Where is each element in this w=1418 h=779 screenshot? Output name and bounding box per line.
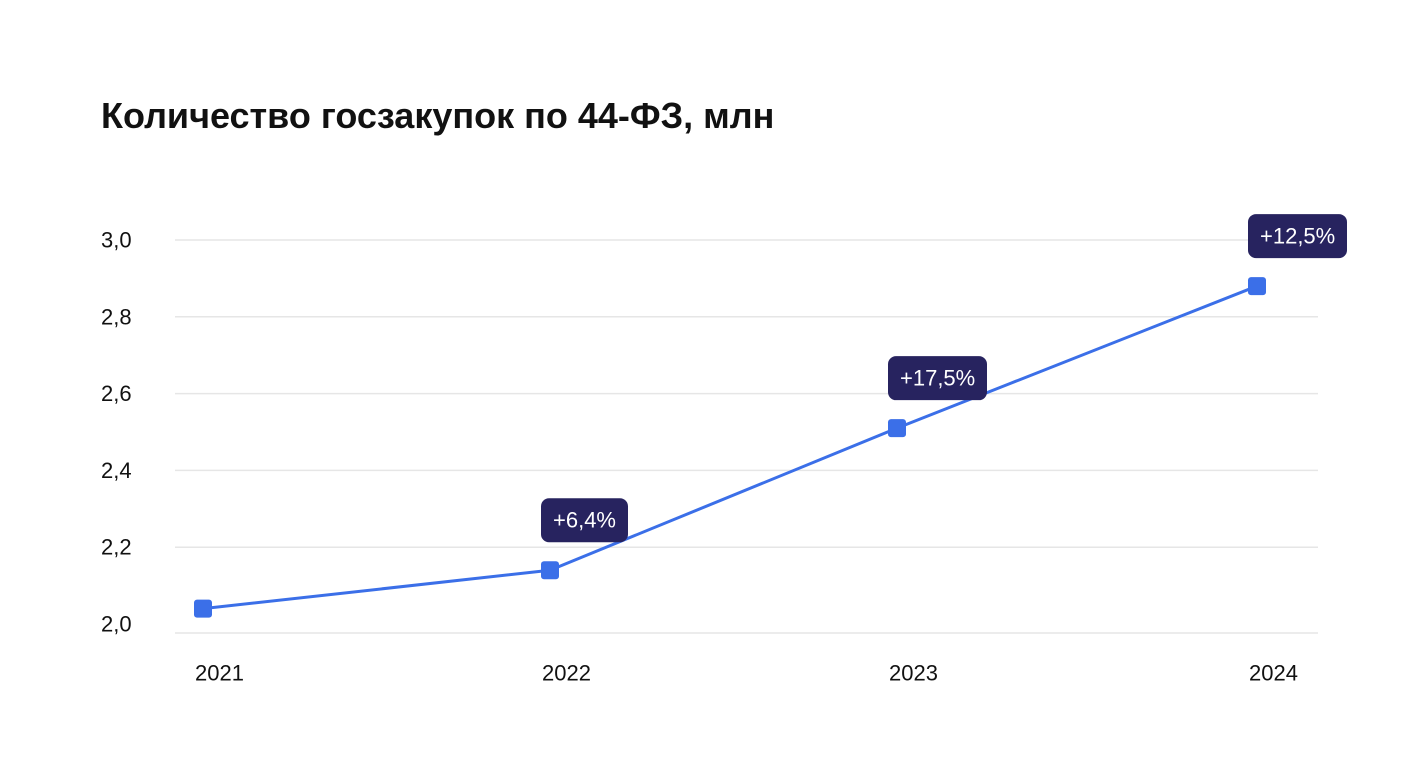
- annotation-label: +12,5%: [1260, 224, 1335, 249]
- data-point-2024: [1248, 277, 1266, 296]
- annotation-label: +17,5%: [900, 366, 975, 391]
- y-tick-label: 2,2: [101, 535, 132, 560]
- x-axis: 2021 2022 2023 2024: [195, 661, 1298, 686]
- annotation-badge: [1248, 214, 1347, 259]
- gridlines: [175, 239, 1318, 634]
- growth-annotations: +6,4% +17,5% +12,5%: [541, 214, 1347, 543]
- y-tick-label: 2,8: [101, 304, 132, 329]
- series-line: [194, 277, 1266, 618]
- x-tick-label: 2023: [889, 661, 938, 686]
- y-axis: 2,0 2,2 2,4 2,6 2,8 3,0: [101, 228, 132, 637]
- y-tick-label: 2,6: [101, 381, 132, 406]
- y-tick-label: 2,0: [101, 612, 132, 637]
- annotation-label: +6,4%: [553, 508, 616, 533]
- y-tick-label: 2,4: [101, 458, 132, 483]
- data-point-2021: [194, 599, 212, 618]
- annotation-badge: [888, 356, 987, 401]
- series-polyline: [202, 284, 1258, 611]
- annotation-2024: +12,5%: [1248, 214, 1347, 259]
- y-tick-label: 3,0: [101, 228, 132, 253]
- annotation-2022: +6,4%: [541, 498, 628, 543]
- annotation-2023: +17,5%: [888, 356, 987, 401]
- data-point-2023: [888, 419, 906, 438]
- annotation-badge: [541, 498, 628, 543]
- x-tick-label: 2024: [1249, 661, 1298, 686]
- x-tick-label: 2021: [195, 661, 244, 686]
- chart-title: Количество госзакупок по 44-ФЗ, млн: [101, 95, 774, 136]
- data-point-2022: [541, 561, 559, 580]
- x-tick-label: 2022: [542, 661, 591, 686]
